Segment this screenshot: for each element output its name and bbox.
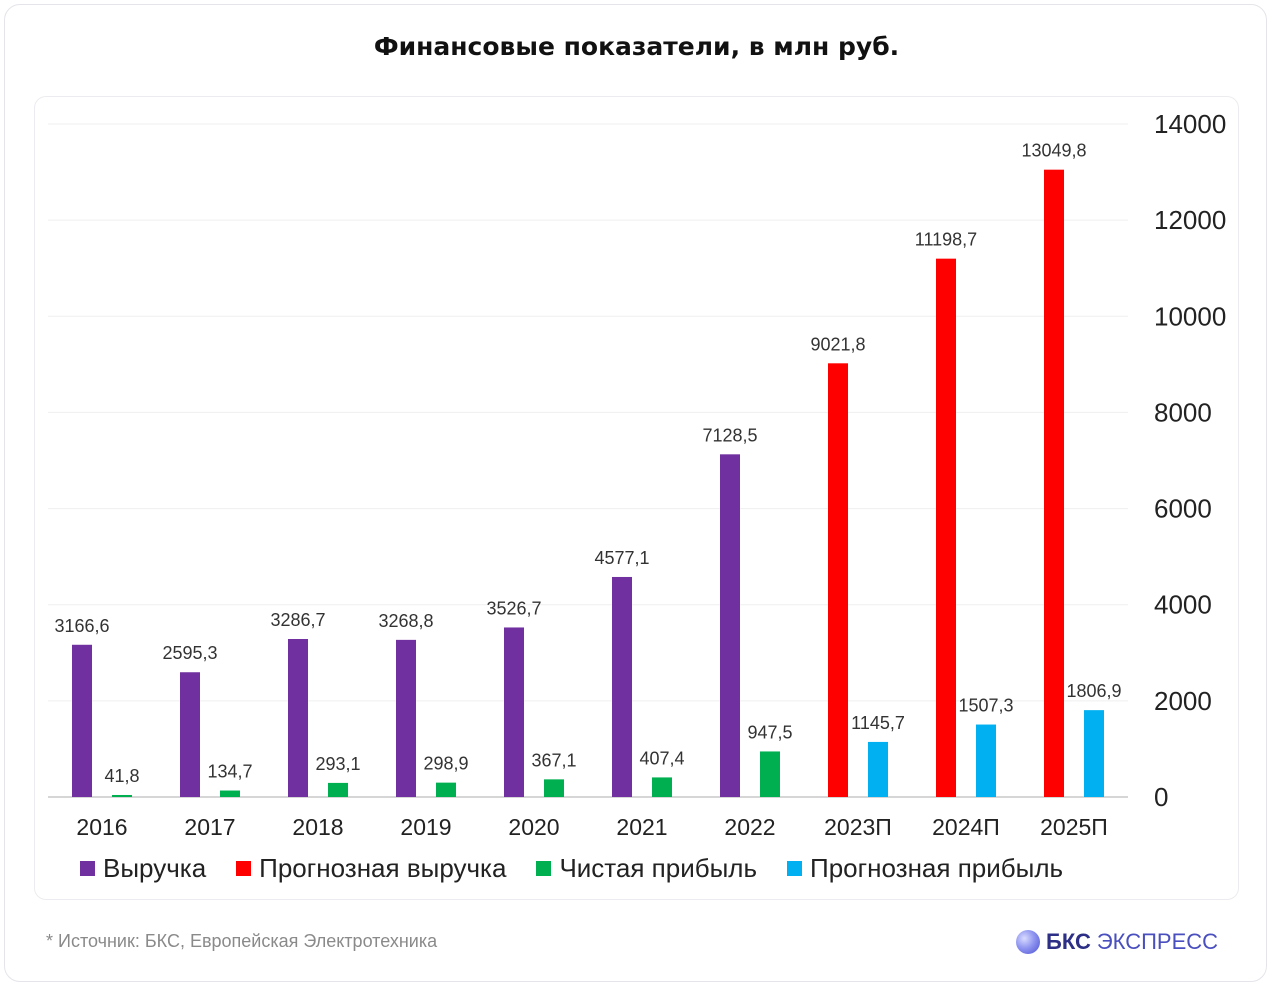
x-tick-label: 2016 <box>76 814 127 840</box>
bar <box>720 454 740 797</box>
chart-legend: Выручка Прогнозная выручка Чистая прибыль П… <box>80 850 1093 886</box>
data-label: 947,5 <box>747 722 792 742</box>
data-label: 2595,3 <box>162 643 217 663</box>
logo-sphere-icon <box>1016 930 1040 954</box>
logo-text-strong: БКС <box>1046 929 1091 954</box>
chart-title: Финансовые показатели, в млн руб. <box>373 32 900 61</box>
y-tick-label: 8000 <box>1154 397 1212 427</box>
legend-label: Выручка <box>103 852 207 883</box>
y-tick-label: 12000 <box>1154 205 1226 235</box>
legend-item: Прогнозная прибыль <box>787 853 1063 884</box>
bar <box>180 672 200 797</box>
x-tick-label: 2017 <box>184 814 235 840</box>
bar <box>504 627 524 797</box>
bar <box>868 741 888 797</box>
bar <box>72 644 92 797</box>
y-tick-label: 10000 <box>1154 301 1226 331</box>
x-tick-label: 2018 <box>292 814 343 840</box>
data-label: 1145,7 <box>851 713 905 733</box>
data-label: 407,4 <box>639 748 684 768</box>
data-label: 3268,8 <box>378 611 433 631</box>
bar <box>1084 710 1104 797</box>
y-tick-label: 4000 <box>1154 590 1212 620</box>
bar <box>1044 169 1064 797</box>
x-tick-label: 2023П <box>824 814 892 840</box>
y-tick-label: 0 <box>1154 782 1168 812</box>
legend-item: Прогнозная выручка <box>236 853 506 884</box>
legend-label: Чистая прибыль <box>559 852 758 883</box>
bar <box>396 639 416 797</box>
data-label: 298,9 <box>423 754 468 774</box>
bar <box>760 751 780 797</box>
data-label: 1507,3 <box>958 696 1013 716</box>
legend-label: Прогнозная выручка <box>259 852 507 883</box>
data-label: 293,1 <box>315 754 360 774</box>
legend-swatch <box>787 860 803 876</box>
legend-item: Чистая прибыль <box>536 853 757 884</box>
bar <box>612 576 632 797</box>
bar <box>112 794 132 797</box>
bar <box>828 363 848 797</box>
x-tick-label: 2025П <box>1040 814 1108 840</box>
legend-item: Выручка <box>80 853 206 884</box>
data-label: 1806,9 <box>1066 681 1121 701</box>
bks-express-logo: БКС ЭКСПРЕСС <box>1016 927 1218 957</box>
bar <box>652 777 672 797</box>
y-tick-label: 14000 <box>1154 109 1226 139</box>
legend-swatch <box>536 860 552 876</box>
x-tick-label: 2019 <box>400 814 451 840</box>
data-label: 4577,1 <box>594 548 649 568</box>
bar <box>328 782 348 797</box>
y-tick-label: 2000 <box>1154 686 1212 716</box>
x-tick-label: 2021 <box>616 814 667 840</box>
bar <box>436 782 456 797</box>
logo-text-light: ЭКСПРЕСС <box>1096 929 1219 954</box>
data-label: 3526,7 <box>486 598 541 618</box>
data-label: 41,8 <box>104 766 139 786</box>
chart-panel <box>34 96 1239 900</box>
legend-swatch <box>80 860 95 876</box>
y-tick-label: 6000 <box>1154 494 1212 524</box>
data-label: 13049,8 <box>1021 141 1086 161</box>
legend-label: Прогнозная прибыль <box>810 852 1064 883</box>
legend-swatch <box>236 860 252 876</box>
data-label: 7128,5 <box>702 425 757 445</box>
data-label: 11198,7 <box>915 230 977 250</box>
data-label: 134,7 <box>207 762 252 782</box>
data-label: 3286,7 <box>270 610 325 630</box>
data-label: 367,1 <box>531 750 576 770</box>
bar <box>288 639 308 797</box>
data-label: 3166,6 <box>54 616 109 636</box>
x-tick-label: 2024П <box>932 814 1000 840</box>
x-tick-label: 2020 <box>508 814 559 840</box>
bar <box>976 724 996 797</box>
source-note: * Источник: БКС, Европейская Электротехн… <box>46 931 438 951</box>
x-tick-label: 2022 <box>724 814 775 840</box>
bar <box>544 779 564 797</box>
bar <box>220 790 240 797</box>
bar <box>936 258 956 798</box>
data-label: 9021,8 <box>810 334 865 354</box>
